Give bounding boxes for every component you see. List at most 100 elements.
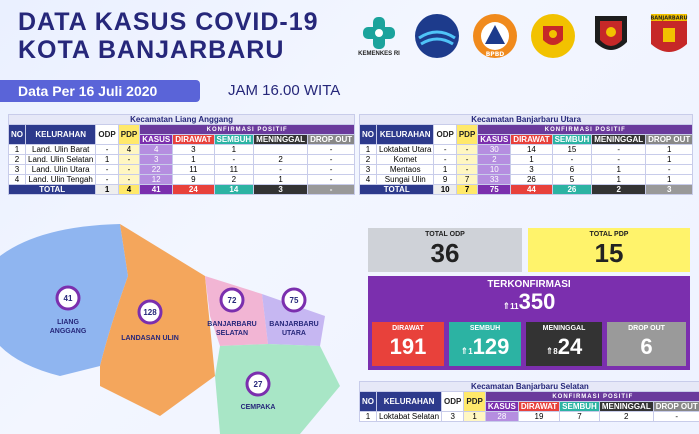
title-line-1: DATA KASUS COVID-19 [18, 8, 319, 36]
table-total-row: TOTAL 1 4 41 24 14 3- [7, 184, 356, 195]
table-row: 4 Sungai Ulin 9 7 33 26 5 1 1 [359, 174, 694, 185]
table-banjarbaru-selatan: Kecamatan Banjarbaru Selatan NO KELURAHA… [359, 381, 699, 422]
col-dirawat: DIRAWAT [517, 401, 561, 412]
arrow-up-icon: ⇑ [460, 346, 469, 356]
row-sembuh: 7 [559, 411, 600, 422]
row-dirawat: 14 [510, 144, 553, 155]
row-no: 2 [8, 154, 26, 165]
dropout-label: DROP OUT [628, 325, 665, 332]
row-no: 1 [359, 411, 377, 422]
col-dropout: DROP OUT [307, 134, 356, 145]
row-sembuh: - [551, 154, 593, 165]
row-dropout: - [307, 154, 356, 165]
sembuh-delta: 1 [468, 347, 473, 356]
total-pdp: 4 [117, 184, 141, 195]
row-dirawat: 3 [172, 144, 215, 155]
row-meninggal: - [591, 154, 647, 165]
row-dirawat: 19 [517, 411, 561, 422]
row-meninggal: 1 [591, 164, 647, 175]
row-kasus: 33 [477, 174, 512, 185]
time-label: JAM 16.00 WITA [228, 82, 341, 99]
row-pdp: - [455, 144, 479, 155]
row-kasus: 2 [477, 154, 512, 165]
col-no: NO [359, 391, 377, 412]
kecamatan-map: 41 LIANG ANGGANG 128 LANDASAN ULIN 72 BA… [0, 224, 340, 434]
pin-label: ANGGANG [50, 328, 87, 335]
col-pdp: PDP [455, 124, 479, 145]
col-pdp: PDP [463, 391, 486, 412]
total-kasus: 75 [477, 184, 512, 195]
pin-label: LIANG [57, 319, 79, 326]
region-cempaka [215, 344, 340, 434]
row-kelurahan: Land. Ulin Barat [24, 144, 97, 155]
row-pdp: 4 [117, 144, 141, 155]
col-dropout: DROP OUT [652, 401, 699, 412]
total-odp: 1 [95, 184, 119, 195]
row-odp: - [95, 174, 119, 185]
total-pdp-value: 15 [594, 238, 624, 268]
pin-count: 27 [254, 380, 263, 389]
bpbd-icon: BPBD [473, 14, 517, 58]
terkonfirmasi-value: 350 [518, 289, 556, 314]
table-banjarbaru-utara: Kecamatan Banjarbaru Utara NO KELURAHAN … [358, 114, 694, 195]
row-kelurahan: Mentaos [375, 164, 435, 175]
row-meninggal: 2 [598, 411, 654, 422]
total-label: TOTAL [7, 184, 97, 195]
total-meninggal: 2 [591, 184, 647, 195]
table-caption: Kecamatan Banjarbaru Utara [358, 114, 694, 125]
col-kasus: KASUS [139, 134, 174, 145]
pin-label: BANJARBARU [269, 321, 318, 328]
globe-icon [415, 14, 459, 58]
row-meninggal: - [253, 164, 309, 175]
total-sembuh: 26 [551, 184, 593, 195]
col-sembuh: SEMBUH [213, 134, 255, 145]
sembuh-label: SEMBUH [469, 325, 501, 332]
col-sembuh: SEMBUH [559, 401, 600, 412]
table-row: 2 Komet - -2 1- -1 [359, 154, 694, 165]
row-dropout: 1 [645, 174, 694, 185]
row-no: 4 [8, 174, 26, 185]
pin-liang-anggang: 41 LIANG ANGGANG [50, 285, 87, 335]
kemenkes-icon [363, 17, 395, 49]
row-pdp: - [117, 174, 141, 185]
pin-cempaka: 27 CEMPAKA [241, 371, 275, 411]
pin-label: UTARA [282, 330, 306, 337]
kemenkes-logo: KEMENKES RI [353, 10, 405, 62]
row-pdp: 7 [455, 174, 479, 185]
total-dirawat: 24 [172, 184, 215, 195]
table-row: 2 Land. Ulin Selatan 1-3 1-2- [8, 154, 356, 165]
table-row: 1 Loktabat Utara - -30 14 15-1 [359, 144, 694, 155]
row-pdp: - [455, 164, 479, 175]
date-banner: Data Per 16 Juli 2020 [0, 80, 200, 102]
garuda-logo [527, 10, 579, 62]
row-dropout: - [307, 144, 356, 155]
col-odp: ODP [441, 391, 465, 412]
row-dropout: 1 [645, 154, 694, 165]
table-total-row: TOTAL 10 7 75 44 26 2 3 [358, 184, 694, 195]
row-odp: - [433, 144, 457, 155]
dropout-value: 6 [640, 334, 653, 359]
col-no: NO [359, 124, 377, 145]
row-kasus: 30 [477, 144, 512, 155]
row-odp: 1 [95, 154, 119, 165]
row-dirawat: 1 [172, 154, 215, 165]
table-row: 1 Land. Ulin Barat -4 4 3 1- [8, 144, 356, 155]
meninggal-row: ⇑824 [526, 332, 602, 367]
row-sembuh: 2 [213, 174, 255, 185]
police-logo [585, 10, 637, 62]
meninggal-box: MENINGGAL ⇑824 [526, 322, 602, 366]
col-kelurahan: KELURAHAN [375, 391, 443, 412]
dirawat-value: 191 [389, 334, 427, 359]
globe-logo [411, 10, 463, 62]
row-kasus: 28 [484, 411, 519, 422]
row-no: 3 [8, 164, 26, 175]
total-pdp-label: TOTAL PDP [589, 231, 629, 238]
dropout-box: DROP OUT 6 [607, 322, 686, 366]
table-row: 3 Land. Ulin Utara - -22 11 11- - [8, 164, 356, 175]
col-konfirmasi: KONFIRMASI POSITIF [139, 124, 356, 135]
row-pdp: 1 [463, 411, 486, 422]
row-sembuh: 6 [551, 164, 593, 175]
total-kasus: 41 [139, 184, 174, 195]
col-kelurahan: KELURAHAN [375, 124, 435, 145]
sembuh-box: SEMBUH ⇑1129 [449, 322, 521, 366]
